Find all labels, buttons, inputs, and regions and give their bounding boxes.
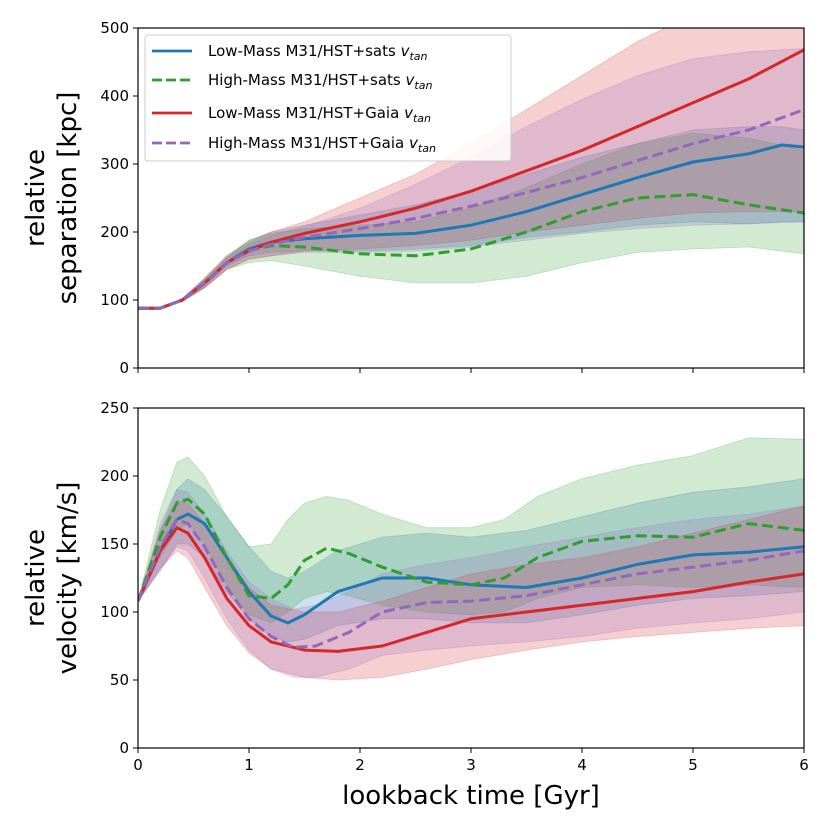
bottom-xtick-label: 6 [799,756,809,774]
top-ytick-label: 100 [100,291,129,309]
top-panel: 0 100 200 300 400 500 relative separation [kp… [21,19,805,377]
top-ytick-label: 0 [119,359,129,377]
bottom-ytick-label: 100 [100,603,129,621]
top-ylabel-line1: relative [21,149,51,247]
legend-entry-high-mass-gaia: High-Mass M31/HST+Gaia vtan [208,134,436,155]
bottom-xtick-label: 3 [466,756,476,774]
bottom-ytick-label: 50 [110,671,129,689]
bottom-line-low-mass-m31-hst-gaia [138,526,804,653]
bottom-line-low-mass-m31-hst-sats [138,512,804,625]
bottom-y-ticks: 0 50 100 150 200 250 [100,399,138,757]
top-y-ticks: 0 100 200 300 400 500 [100,19,138,377]
bottom-ytick-label: 150 [100,535,129,553]
bottom-xtick-label: 0 [133,756,143,774]
bottom-xtick-label: 4 [577,756,587,774]
bottom-band-high-mass-m31-hst-sats [138,437,804,624]
bottom-ylabel-line1: relative [21,529,51,627]
bottom-ytick-label: 250 [100,399,129,417]
top-series-lines [138,48,804,310]
bottom-x-ticks: 0 1 2 3 4 5 6 [133,748,809,774]
top-ytick-label: 400 [100,87,129,105]
bottom-xtick-label: 1 [244,756,254,774]
top-ytick-label: 500 [100,19,129,37]
bottom-line-high-mass-m31-hst-sats [138,497,804,602]
top-ytick-label: 300 [100,155,129,173]
bottom-ytick-label: 200 [100,467,129,485]
legend-entry-high-mass-sats: High-Mass M31/HST+sats vtan [208,71,432,92]
top-ylabel-line2: separation [kpc] [53,92,83,305]
bottom-xtick-label: 2 [355,756,365,774]
bottom-xtick-label: 5 [688,756,698,774]
bottom-band-low-mass-m31-hst-gaia [138,500,804,681]
bottom-panel: 0 50 100 150 200 250 0 1 2 3 4 5 6 relative velocit… [21,399,809,811]
legend-box [144,34,512,162]
bottom-xlabel: lookback time [Gyr] [342,781,600,811]
bottom-ytick-label: 0 [119,739,129,757]
top-ytick-label: 200 [100,223,129,241]
top-band-low-mass-m31-hst-sats [138,126,804,309]
top-x-ticks [137,368,805,373]
bottom-ylabel-line2: velocity [km/s] [53,482,83,675]
bottom-confidence-bands [138,437,804,681]
bottom-line-high-mass-m31-hst-gaia [138,518,804,649]
bottom-series-lines [138,497,804,653]
top-line-high-mass-m31-hst-gaia [138,108,804,310]
legend: Low-Mass M31/HST+sats vtan High-Mass M31… [144,34,512,162]
legend-entry-low-mass-gaia: Low-Mass M31/HST+Gaia vtan [208,104,431,125]
legend-entry-low-mass-sats: Low-Mass M31/HST+sats vtan [208,42,428,63]
top-band-high-mass-m31-hst-gaia [138,47,804,309]
